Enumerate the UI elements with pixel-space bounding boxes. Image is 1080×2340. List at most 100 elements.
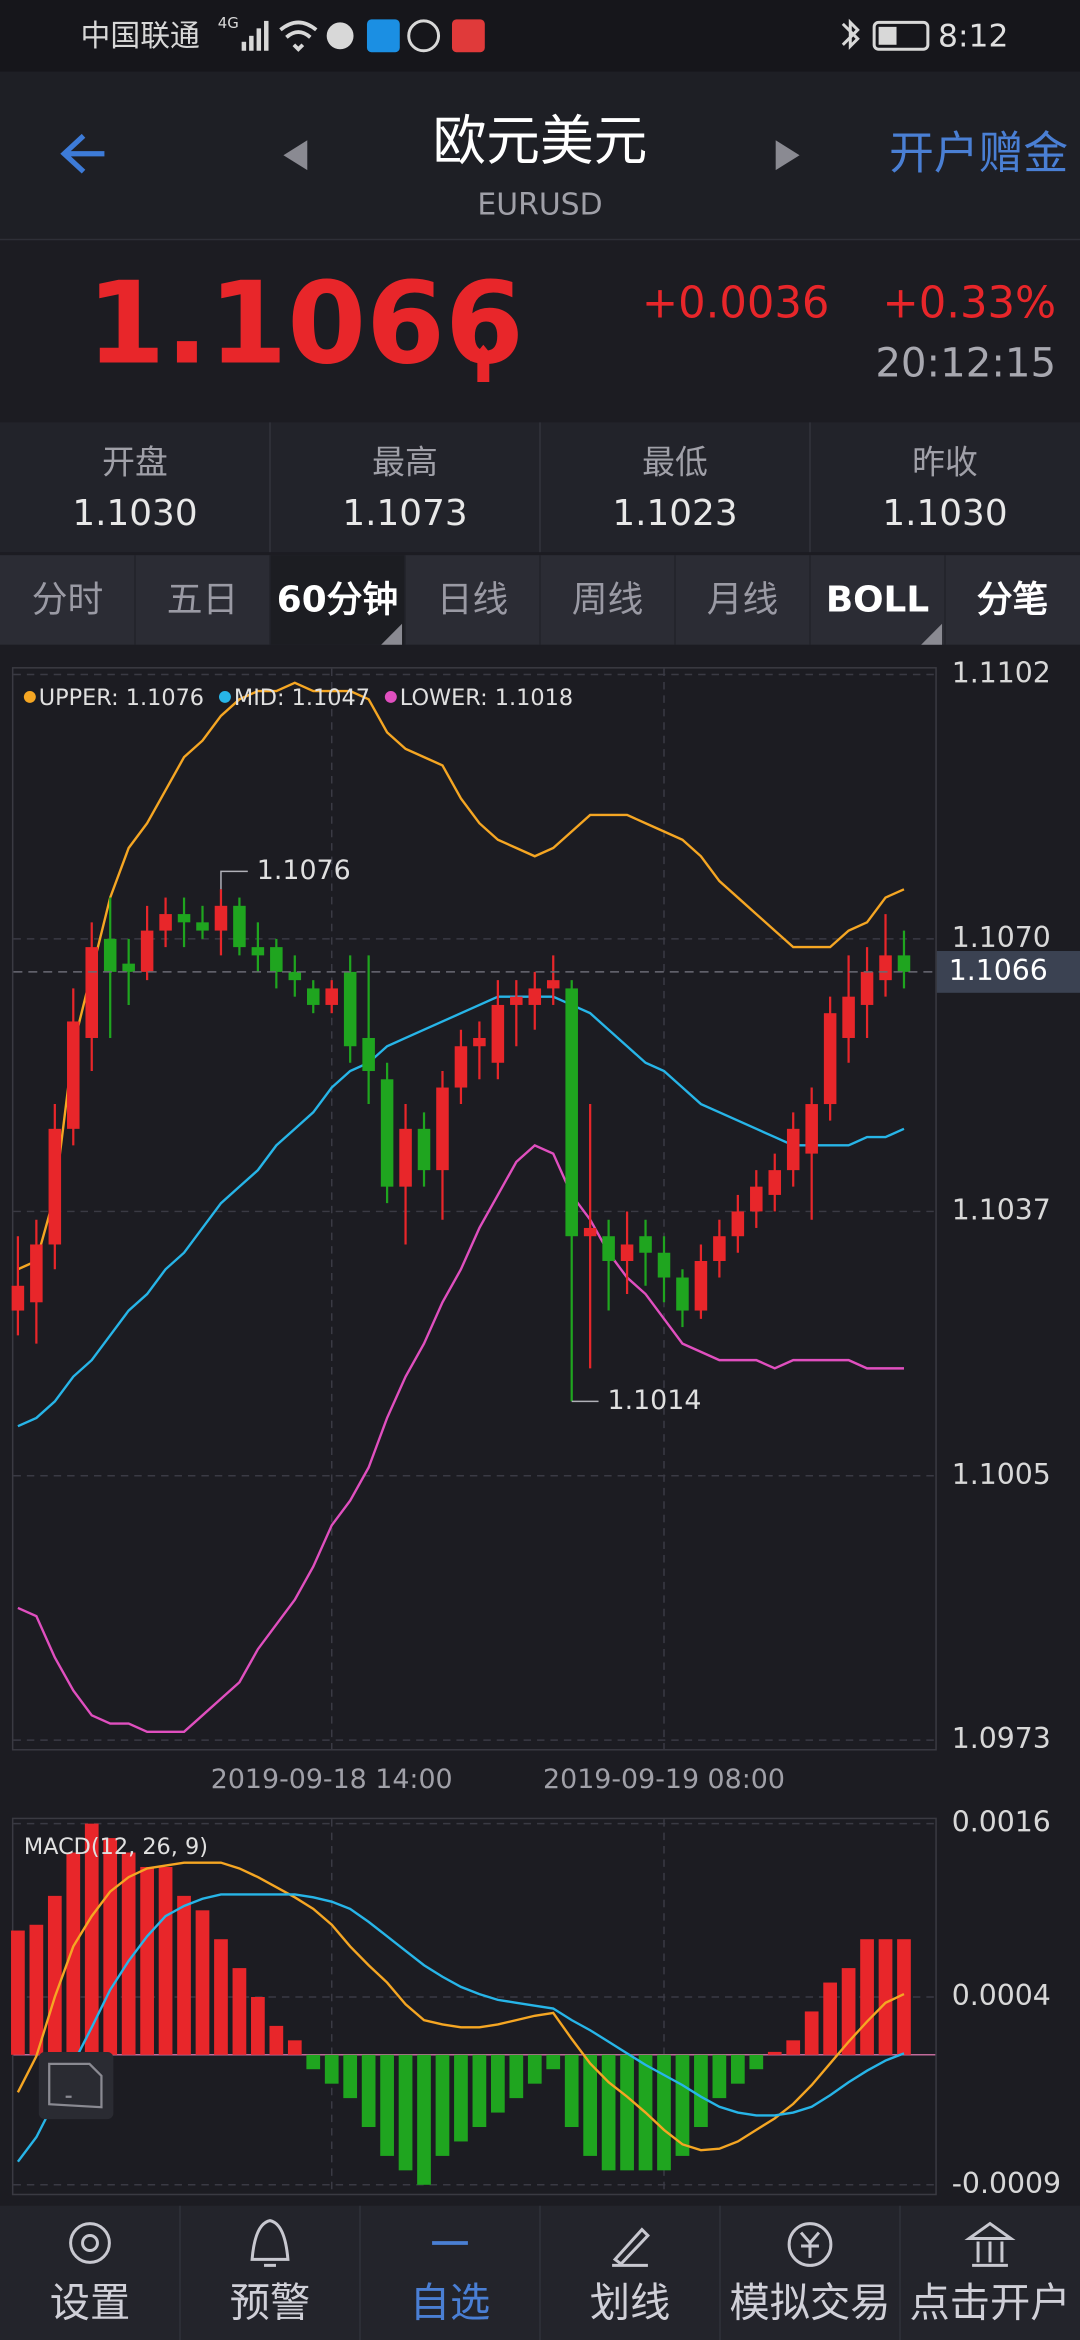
candle-body <box>233 905 246 948</box>
candle-body <box>343 971 357 1047</box>
macd-bar <box>546 2054 561 2070</box>
y-tick-label: 0.0016 <box>952 1806 1051 1839</box>
tab[interactable]: 分笔 <box>977 579 1049 620</box>
macd-bar <box>251 1996 265 2055</box>
macd-line <box>16 1861 905 2152</box>
tab-dropdown-mark <box>921 623 943 645</box>
nav-icon <box>964 2221 1016 2267</box>
nav-label[interactable]: 划线 <box>590 2281 671 2327</box>
nav-label[interactable]: 模拟交易 <box>729 2281 890 2327</box>
macd-bar <box>306 2054 321 2070</box>
y-tick-label: 1.1102 <box>952 657 1051 690</box>
battery-level <box>878 26 897 45</box>
candle-body <box>30 1244 43 1303</box>
candle-body <box>436 1087 449 1171</box>
candle-body <box>750 1186 763 1212</box>
macd-bar <box>398 2054 413 2171</box>
candle-body <box>583 1227 597 1237</box>
macd-bar <box>804 2011 819 2055</box>
bluetooth-icon <box>841 18 860 50</box>
legend-label: UPPER: 1.1076 <box>39 685 204 711</box>
nav-icon <box>787 2222 833 2267</box>
macd-bar <box>767 2051 782 2055</box>
macd-bar <box>694 2054 708 2128</box>
tool-icon <box>48 2062 103 2109</box>
tab[interactable]: 60分钟 <box>277 579 398 620</box>
candle-body <box>546 980 560 989</box>
candle-body <box>251 947 265 956</box>
macd-bar <box>343 2054 358 2099</box>
macd-bar <box>878 1939 893 2055</box>
nav-label[interactable]: 点击开户 <box>909 2281 1070 2327</box>
y-tick-label: 0.0004 <box>952 1979 1051 2012</box>
candle-body <box>676 1277 689 1311</box>
candle-body <box>177 914 191 923</box>
instrument-title: 欧元美元 <box>433 109 648 172</box>
nav-label[interactable]: 自选 <box>410 2281 491 2327</box>
macd-bar <box>66 1852 81 2055</box>
tab[interactable]: BOLL <box>826 579 929 620</box>
boll-line <box>17 1143 904 1734</box>
next-button[interactable] <box>775 140 800 171</box>
candle-body <box>362 1037 375 1072</box>
nav-icon <box>69 2222 111 2264</box>
legend-label: MID: 1.1047 <box>234 685 370 711</box>
open-account-link[interactable]: 开户赠金 <box>889 127 1068 180</box>
macd-bar <box>121 1852 136 2055</box>
tab-active-bg <box>270 555 405 645</box>
candle-body <box>528 988 542 1005</box>
tab[interactable]: 周线 <box>572 579 644 620</box>
macd-bar <box>380 2054 394 2156</box>
alipay-icon <box>366 19 400 53</box>
candle-body <box>399 1128 412 1187</box>
macd-bar <box>417 2054 431 2185</box>
y-tick-label: 1.1070 <box>952 921 1051 954</box>
macd-bar <box>823 1982 838 2055</box>
tab[interactable]: 分时 <box>32 579 104 620</box>
header <box>0 71 1080 239</box>
macd-bar <box>897 1939 911 2055</box>
boll-line <box>17 681 905 1271</box>
tab[interactable]: 日线 <box>437 579 509 620</box>
price-change: +0.0036 <box>642 278 830 328</box>
y-tick-label: 1.1005 <box>952 1458 1051 1491</box>
legend-swatch <box>384 690 397 703</box>
macd-bar <box>509 2054 524 2099</box>
min-label: 1.1014 <box>607 1385 701 1416</box>
max-marker <box>220 870 248 890</box>
macd-bar <box>11 1930 25 2055</box>
candle-body <box>288 971 302 981</box>
nav-label[interactable]: 预警 <box>230 2281 311 2327</box>
x-tick-label: 2019-09-19 08:00 <box>543 1764 785 1795</box>
stat-value: 1.1030 <box>72 493 197 534</box>
candle-body <box>805 1104 818 1154</box>
last-price: 1.1066 <box>87 258 524 390</box>
candle-body <box>823 1013 837 1105</box>
candle-body <box>473 1037 486 1047</box>
candle-body <box>140 930 154 972</box>
macd-bar <box>454 2054 468 2142</box>
macd-bar <box>232 1968 247 2055</box>
legend-label: LOWER: 1.1018 <box>400 685 573 711</box>
macd-bar <box>214 1939 228 2055</box>
candle-body <box>122 963 135 972</box>
tab[interactable]: 五日 <box>167 579 239 620</box>
signal-icon <box>241 20 269 51</box>
instrument-code: EURUSD <box>477 187 602 222</box>
legend-swatch <box>218 690 231 703</box>
tab[interactable]: 月线 <box>707 579 779 620</box>
nav-label[interactable]: 设置 <box>50 2281 131 2327</box>
macd-bar <box>675 2054 690 2156</box>
macd-bar <box>527 2054 542 2084</box>
candle-body <box>713 1236 726 1261</box>
candle-body <box>196 922 209 931</box>
stat-label: 最高 <box>372 444 438 482</box>
prev-button[interactable] <box>283 140 308 171</box>
candle-body <box>270 947 283 972</box>
status-bar <box>0 0 1080 72</box>
candle-body <box>380 1079 394 1187</box>
candle-body <box>565 988 578 1237</box>
macd-bar <box>158 1866 173 2055</box>
back-button[interactable] <box>60 133 105 174</box>
